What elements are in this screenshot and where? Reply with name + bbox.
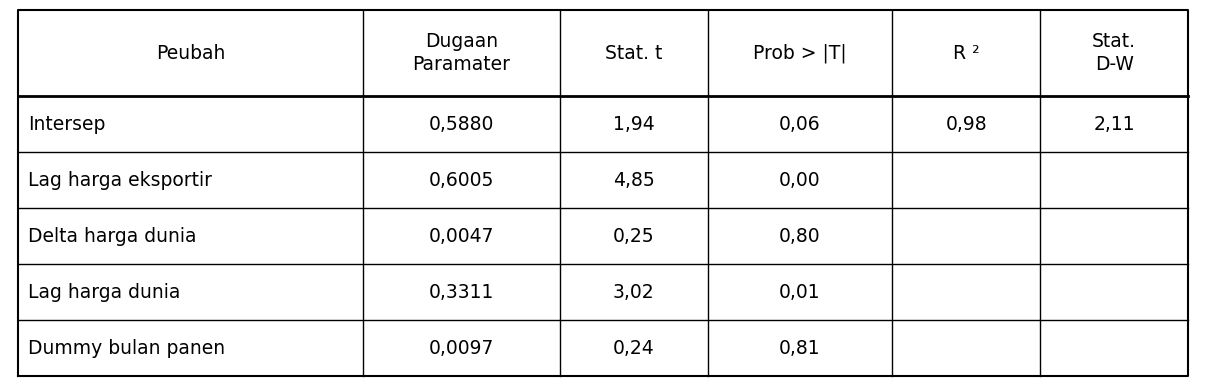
Text: Lag harga eksportir: Lag harga eksportir [28,171,212,190]
Text: Prob > |T|: Prob > |T| [754,43,847,63]
Text: Peubah: Peubah [156,44,226,63]
Text: 0,6005: 0,6005 [428,171,494,190]
Text: 0,0047: 0,0047 [428,227,494,245]
Text: 0,01: 0,01 [779,283,821,301]
Text: 4,85: 4,85 [613,171,655,190]
Text: Delta harga dunia: Delta harga dunia [28,227,197,245]
Text: Stat. t: Stat. t [605,44,662,63]
Text: 0,5880: 0,5880 [428,115,494,134]
Text: 0,3311: 0,3311 [428,283,494,301]
Text: 0,00: 0,00 [779,171,821,190]
Text: 0,24: 0,24 [613,339,655,357]
Text: 0,0097: 0,0097 [428,339,494,357]
Text: Stat.
D-W: Stat. D-W [1093,32,1136,74]
Text: 0,81: 0,81 [779,339,821,357]
Text: R ²: R ² [953,44,979,63]
Text: 0,80: 0,80 [779,227,821,245]
Text: Lag harga dunia: Lag harga dunia [28,283,181,301]
Text: 0,98: 0,98 [946,115,988,134]
Text: Dummy bulan panen: Dummy bulan panen [28,339,226,357]
Text: 0,25: 0,25 [613,227,655,245]
Text: 3,02: 3,02 [613,283,655,301]
Text: 0,06: 0,06 [779,115,821,134]
Text: 2,11: 2,11 [1094,115,1135,134]
Text: Intersep: Intersep [28,115,105,134]
Text: 1,94: 1,94 [613,115,655,134]
Text: Dugaan
Paramater: Dugaan Paramater [412,32,510,74]
